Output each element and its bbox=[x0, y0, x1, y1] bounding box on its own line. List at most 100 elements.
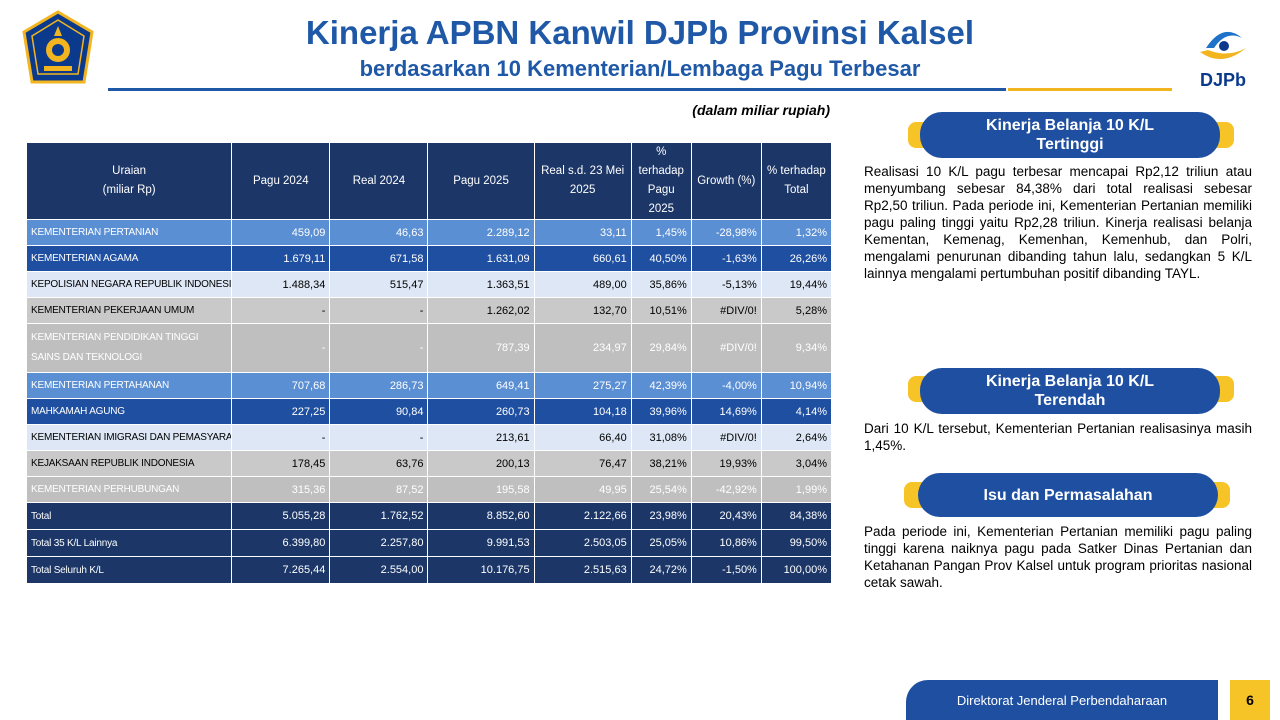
table-cell: 3,04% bbox=[760, 450, 833, 477]
row-name: Total Seluruh K/L bbox=[25, 556, 233, 584]
table-cell: 1.679,11 bbox=[231, 245, 331, 272]
table-cell: 1.262,02 bbox=[427, 297, 535, 324]
table-cell: 7.265,44 bbox=[231, 556, 331, 584]
table-cell: 2.122,66 bbox=[533, 502, 632, 530]
row-name: KEMENTERIAN PENDIDIKAN TINGGI SAINS DAN … bbox=[25, 323, 233, 373]
table-cell: 99,50% bbox=[760, 529, 833, 557]
table-cell: 8.852,60 bbox=[427, 502, 535, 530]
row-name: Total 35 K/L Lainnya bbox=[25, 529, 233, 557]
table-cell: 35,86% bbox=[630, 271, 692, 298]
table-cell: 26,26% bbox=[760, 245, 833, 272]
table-cell: 9,34% bbox=[760, 323, 833, 373]
table-cell: 2.554,00 bbox=[329, 556, 429, 584]
panel-text-terendah: Dari 10 K/L tersebut, Kementerian Pertan… bbox=[864, 421, 1252, 453]
table-cell: 6.399,80 bbox=[231, 529, 331, 557]
row-name: KEMENTERIAN PERTANIAN bbox=[25, 219, 233, 246]
table-row: KEJAKSAAN REPUBLIK INDONESIA 178,45 63,76 2… bbox=[25, 450, 833, 477]
table-cell: 178,45 bbox=[231, 450, 331, 477]
row-name: KEJAKSAAN REPUBLIK INDONESIA bbox=[25, 450, 233, 477]
table-cell: 489,00 bbox=[533, 271, 632, 298]
table-row: Total 35 K/L Lainnya 6.399,80 2.257,80 9.99… bbox=[25, 529, 833, 557]
table-cell: -1,63% bbox=[690, 245, 762, 272]
kl-performance-table: Uraian (miliar Rp) Pagu 2024 Real 2024 P… bbox=[25, 142, 833, 584]
table-cell: 23,98% bbox=[630, 502, 692, 530]
panel-title-isu: Isu dan Permasalahan bbox=[918, 473, 1218, 517]
table-cell: 5.055,28 bbox=[231, 502, 331, 530]
col-header-uraian: Uraian (miliar Rp) bbox=[25, 142, 233, 220]
table-cell: 84,38% bbox=[760, 502, 833, 530]
row-name: MAHKAMAH AGUNG bbox=[25, 398, 233, 425]
table-cell: -5,13% bbox=[690, 271, 762, 298]
table-cell: 9.991,53 bbox=[427, 529, 535, 557]
title-underline-accent bbox=[1008, 88, 1172, 91]
table-cell: 76,47 bbox=[533, 450, 632, 477]
table-cell: 1.363,51 bbox=[427, 271, 535, 298]
table-cell: 10,51% bbox=[630, 297, 692, 324]
page-number: 6 bbox=[1230, 680, 1270, 720]
table-row: KEMENTERIAN PERTANIAN 459,09 46,63 2.289,12… bbox=[25, 219, 833, 246]
col-header-real-2025: Real s.d. 23 Mei 2025 bbox=[533, 142, 632, 220]
col-header-real-2024: Real 2024 bbox=[329, 142, 429, 220]
table-cell: 25,54% bbox=[630, 476, 692, 503]
table-row: MAHKAMAH AGUNG 227,25 90,84 260,73 104,18 39,… bbox=[25, 398, 833, 425]
table-cell: 63,76 bbox=[329, 450, 429, 477]
table-cell: -42,92% bbox=[690, 476, 762, 503]
table-cell: 2.289,12 bbox=[427, 219, 535, 246]
col-header-pagu-2025: Pagu 2025 bbox=[427, 142, 535, 220]
table-cell: 33,11 bbox=[533, 219, 632, 246]
table-cell: 40,50% bbox=[630, 245, 692, 272]
table-cell: 10,86% bbox=[690, 529, 762, 557]
page-subtitle: berdasarkan 10 Kementerian/Lembaga Pagu … bbox=[359, 56, 921, 81]
table-cell: - bbox=[231, 323, 331, 373]
table-cell: 66,40 bbox=[533, 424, 632, 451]
table-row: KEPOLISIAN NEGARA REPUBLIK INDONESIA 1.48… bbox=[25, 271, 833, 298]
table-cell: - bbox=[329, 297, 429, 324]
table-cell: 200,13 bbox=[427, 450, 535, 477]
table-cell: - bbox=[231, 424, 331, 451]
table-cell: #DIV/0! bbox=[690, 323, 762, 373]
table-cell: 19,44% bbox=[760, 271, 833, 298]
footer-org: Direktorat Jenderal Perbendaharaan bbox=[906, 680, 1218, 720]
table-cell: - bbox=[329, 424, 429, 451]
djpb-logo-icon bbox=[1200, 31, 1246, 60]
table-cell: 1.488,34 bbox=[231, 271, 331, 298]
table-cell: 671,58 bbox=[329, 245, 429, 272]
col-header-pct-total: % terhadap Total bbox=[760, 142, 833, 220]
table-cell: 315,36 bbox=[231, 476, 331, 503]
panel-title-tertinggi: Kinerja Belanja 10 K/L Tertinggi bbox=[920, 112, 1220, 158]
table-cell: 515,47 bbox=[329, 271, 429, 298]
page-title: Kinerja APBN Kanwil DJPb Provinsi Kalsel bbox=[305, 14, 975, 51]
table-cell: 649,41 bbox=[427, 372, 535, 399]
table-cell: 87,52 bbox=[329, 476, 429, 503]
table-cell: 213,61 bbox=[427, 424, 535, 451]
table-cell: 660,61 bbox=[533, 245, 632, 272]
table-row: KEMENTERIAN AGAMA 1.679,11 671,58 1.631,09 6… bbox=[25, 245, 833, 272]
table-cell: 707,68 bbox=[231, 372, 331, 399]
table-cell: 42,39% bbox=[630, 372, 692, 399]
table-cell: - bbox=[231, 297, 331, 324]
table-cell: 234,97 bbox=[533, 323, 632, 373]
table-cell: - bbox=[329, 323, 429, 373]
table-cell: 31,08% bbox=[630, 424, 692, 451]
table-cell: 260,73 bbox=[427, 398, 535, 425]
table-cell: 2.515,63 bbox=[533, 556, 632, 584]
panel-title-terendah: Kinerja Belanja 10 K/L Terendah bbox=[920, 368, 1220, 414]
row-name: KEMENTERIAN PERTAHANAN bbox=[25, 372, 233, 399]
table-cell: 49,95 bbox=[533, 476, 632, 503]
table-row: KEMENTERIAN PENDIDIKAN TINGGI SAINS DAN … bbox=[25, 323, 833, 373]
row-name: KEMENTERIAN PERHUBUNGAN bbox=[25, 476, 233, 503]
table-cell: 1.762,52 bbox=[329, 502, 429, 530]
table-cell: 2,64% bbox=[760, 424, 833, 451]
row-name: KEMENTERIAN PEKERJAAN UMUM bbox=[25, 297, 233, 324]
table-cell: 1,45% bbox=[630, 219, 692, 246]
table-cell: 38,21% bbox=[630, 450, 692, 477]
table-cell: 195,58 bbox=[427, 476, 535, 503]
table-cell: 5,28% bbox=[760, 297, 833, 324]
table-cell: 24,72% bbox=[630, 556, 692, 584]
table-cell: -4,00% bbox=[690, 372, 762, 399]
row-name: KEPOLISIAN NEGARA REPUBLIK INDONESIA bbox=[25, 271, 233, 298]
row-name: KEMENTERIAN IMIGRASI DAN PEMASYARAKATAN bbox=[25, 424, 233, 451]
table-cell: -28,98% bbox=[690, 219, 762, 246]
table-cell: 14,69% bbox=[690, 398, 762, 425]
djpb-logo: DJPb bbox=[1188, 18, 1258, 94]
